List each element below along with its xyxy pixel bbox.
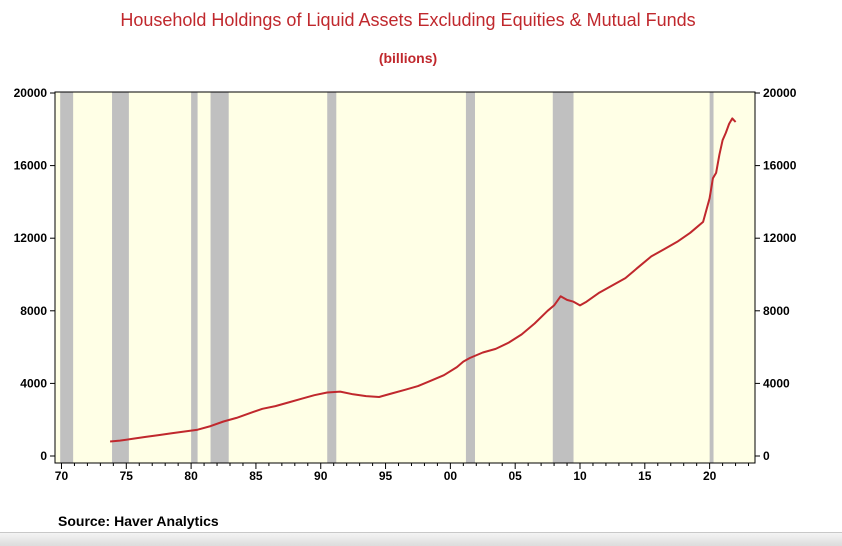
recession-bar [709, 92, 714, 463]
y-tick-label-right: 16000 [763, 159, 797, 173]
series-lines [110, 117, 737, 443]
x-tick-label: 20 [703, 469, 717, 483]
y-tick-label-right: 12000 [763, 231, 797, 245]
recession-bar [60, 92, 74, 463]
recession-bar [552, 92, 574, 463]
y-tick-label-right: 0 [763, 449, 770, 463]
y-tick-label-left: 4000 [20, 376, 47, 390]
x-tick-label: 70 [55, 469, 69, 483]
y-tick-label-left: 20000 [14, 86, 48, 100]
y-tick-label-left: 16000 [14, 159, 48, 173]
y-tick-label-left: 8000 [20, 304, 47, 318]
recession-bar [465, 92, 475, 463]
source-note: Source: Haver Analytics [58, 513, 219, 529]
y-tick-label-right: 4000 [763, 376, 790, 390]
x-tick-label: 85 [249, 469, 263, 483]
source-label: Source: [58, 513, 111, 529]
x-tick-label: 15 [638, 469, 652, 483]
plot-frame [54, 91, 756, 464]
recession-shading [60, 92, 714, 463]
recession-bar [191, 92, 198, 463]
series-line [110, 117, 737, 443]
chart-subtitle: (billions) [378, 50, 438, 66]
y-tick-label-left: 0 [40, 449, 47, 463]
x-tick-label: 05 [509, 469, 523, 483]
recession-bar [210, 92, 229, 463]
y-tick-label-right: 8000 [763, 304, 790, 318]
window-footer-bar [0, 532, 842, 546]
x-tick-label: 80 [184, 469, 198, 483]
x-tick-label: 10 [573, 469, 587, 483]
y-tick-label-left: 12000 [14, 231, 48, 245]
x-tick-label: 75 [120, 469, 134, 483]
recession-bar [327, 92, 337, 463]
chart-title: Household Holdings of Liquid Assets Excl… [120, 10, 696, 30]
recession-bar [112, 92, 129, 463]
x-tick-label: 00 [444, 469, 458, 483]
source-value: Haver Analytics [114, 513, 219, 529]
x-tick-label: 95 [379, 469, 393, 483]
x-tick-label: 90 [314, 469, 328, 483]
y-tick-label-right: 20000 [763, 86, 797, 100]
plot-background [55, 92, 755, 463]
